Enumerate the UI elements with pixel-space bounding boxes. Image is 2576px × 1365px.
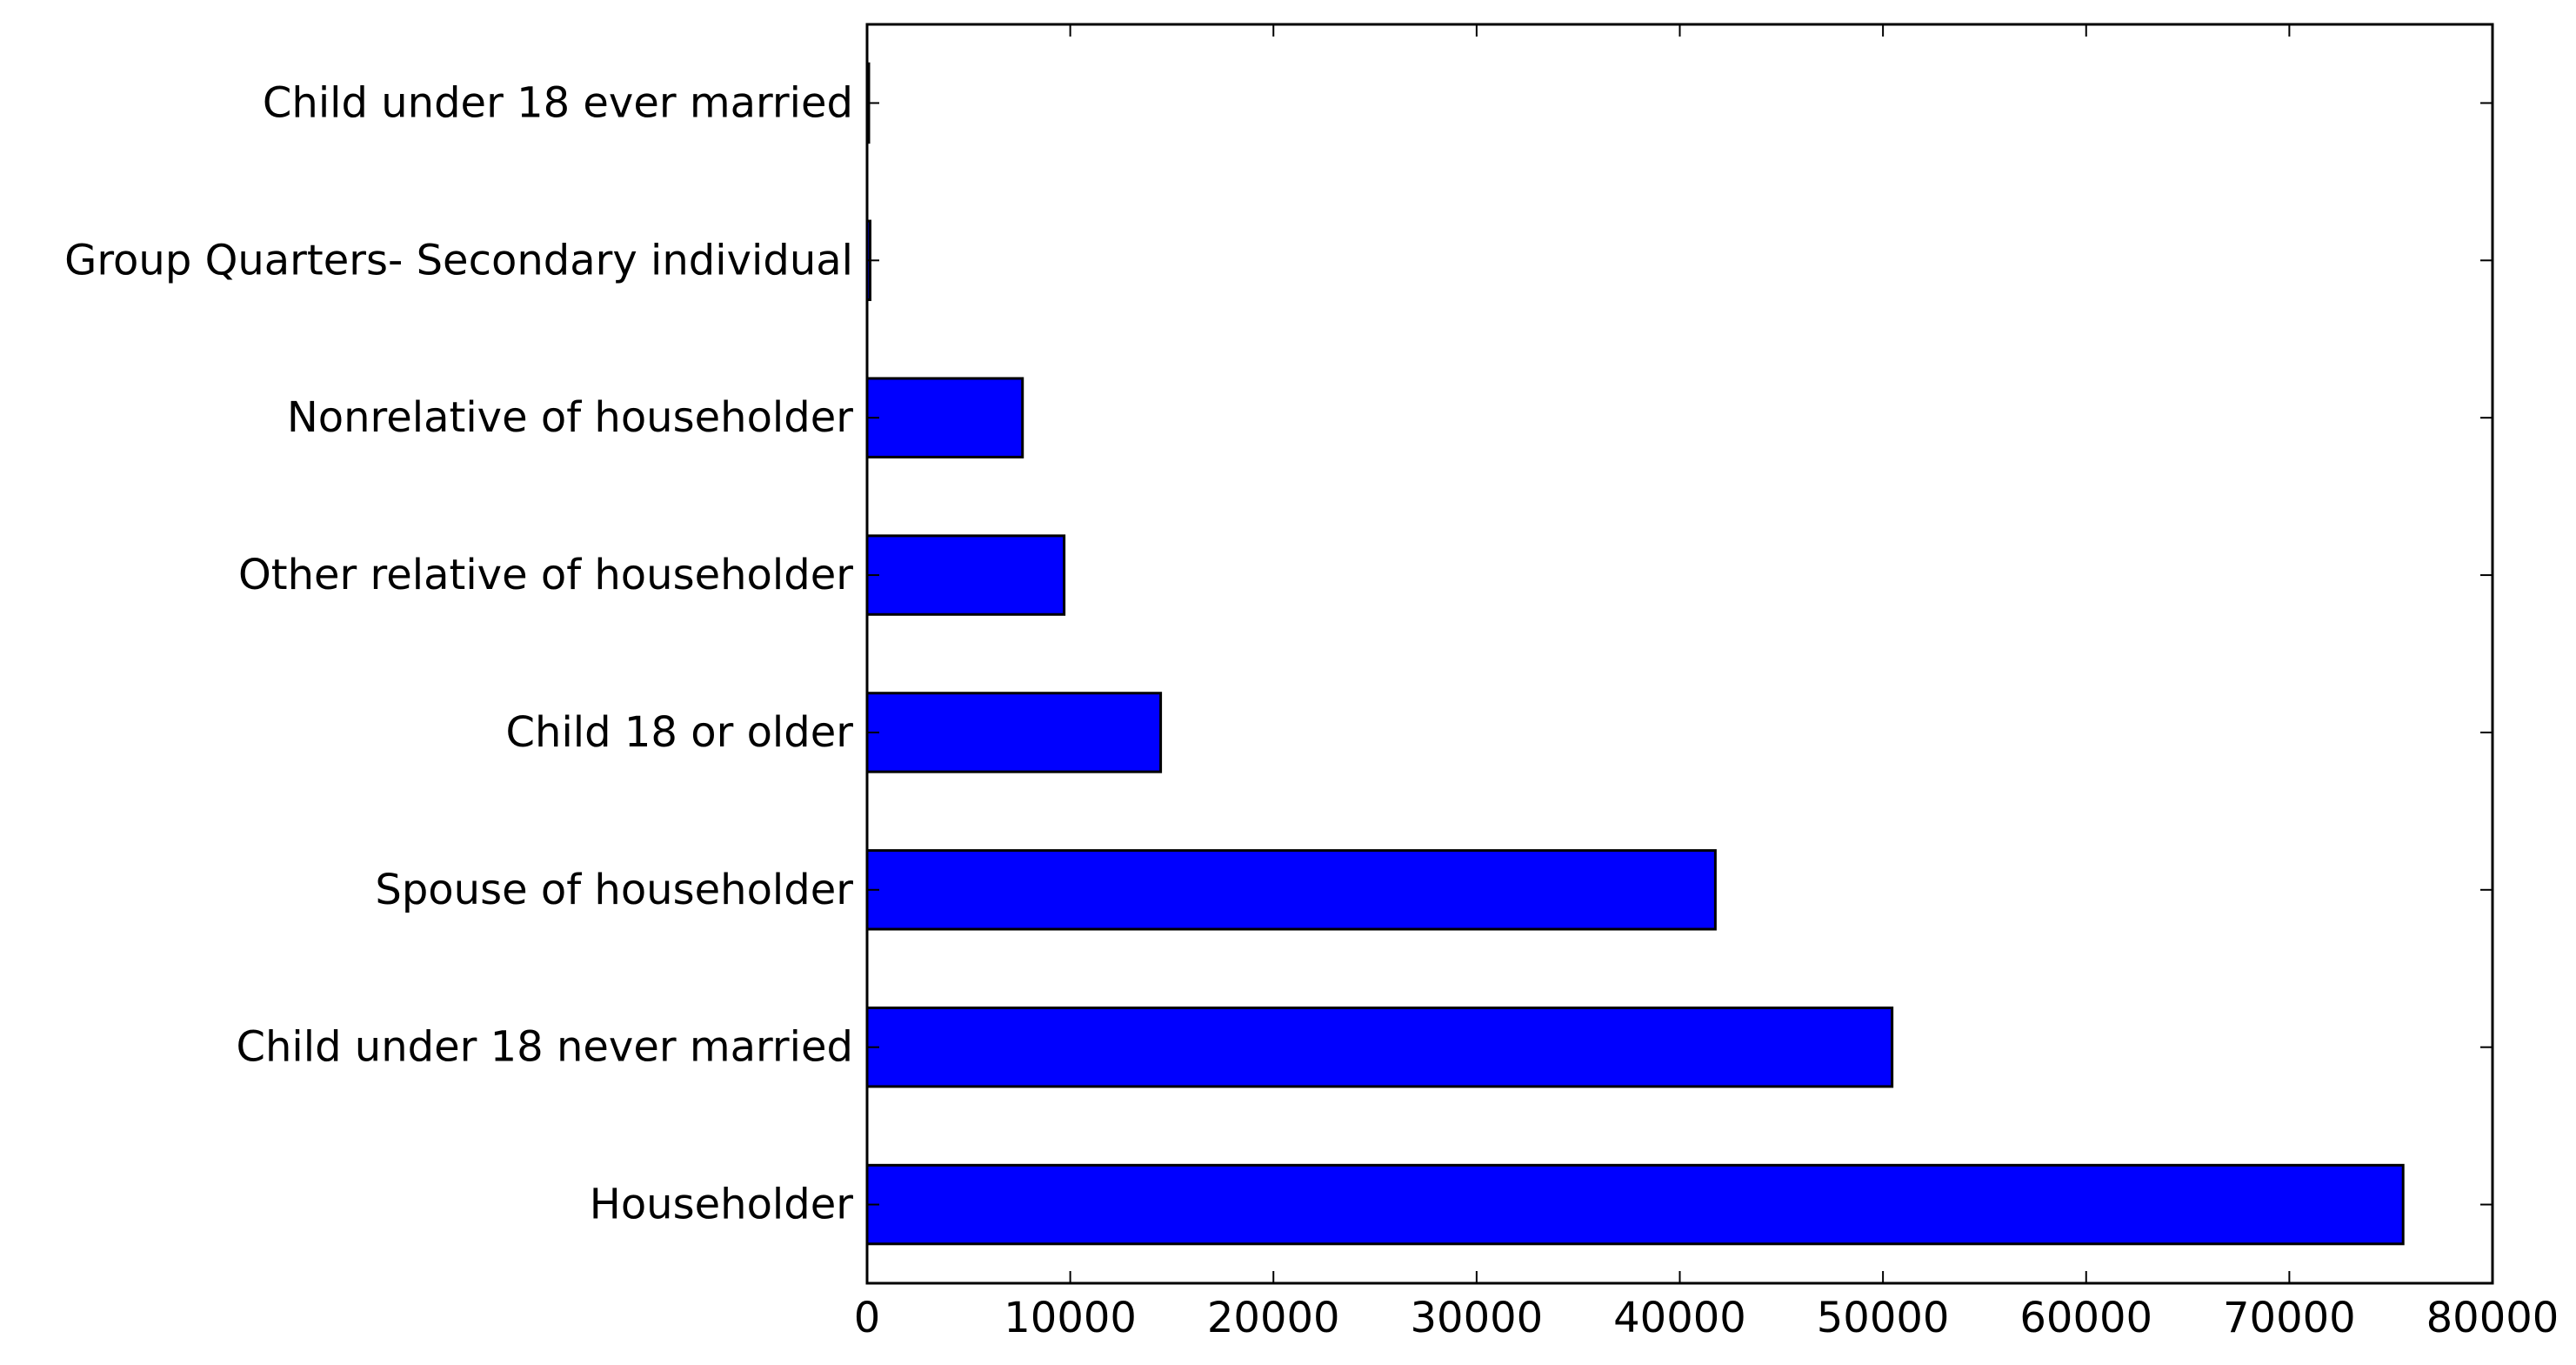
bar-0 [865, 1163, 2405, 1246]
y-tick-label-5: Nonrelative of householder [287, 393, 853, 442]
x-tick-labels: 0 10000 20000 30000 40000 50000 60000 70000 8000… [854, 1294, 2559, 1342]
y-tick-label-4: Other relative of householder [238, 551, 853, 599]
y-tick-label-3: Child 18 or older [506, 708, 854, 757]
bar-2 [865, 849, 1717, 931]
y-tick-label-0: Householder [590, 1181, 854, 1229]
x-tick-label-5: 50000 [1817, 1294, 1950, 1342]
y-tick-label-1: Child under 18 never married [236, 1023, 853, 1072]
x-tick-label-3: 30000 [1411, 1294, 1544, 1342]
bar-5 [865, 377, 1024, 458]
x-tick-label-2: 20000 [1207, 1294, 1340, 1342]
x-tick-label-6: 60000 [2019, 1294, 2152, 1342]
x-tick-label-0: 0 [854, 1294, 881, 1342]
bar-1 [865, 1006, 1894, 1088]
plot-area-frame [865, 23, 2494, 1285]
y-tick-labels: Householder Child under 18 never married S… [64, 78, 853, 1228]
x-tick-label-4: 40000 [1613, 1294, 1746, 1342]
ticks-layer [866, 24, 2493, 1283]
x-tick-label-7: 70000 [2223, 1294, 2356, 1342]
x-tick-label-8: 80000 [2426, 1294, 2559, 1342]
x-tick-label-1: 10000 [1004, 1294, 1137, 1342]
bar-3 [865, 692, 1163, 773]
y-tick-label-6: Group Quarters- Secondary individual [64, 236, 853, 284]
bars-layer [865, 62, 2405, 1246]
bar-4 [865, 534, 1066, 616]
y-tick-label-7: Child under 18 ever married [263, 78, 853, 127]
y-tick-label-2: Spouse of householder [375, 866, 853, 914]
